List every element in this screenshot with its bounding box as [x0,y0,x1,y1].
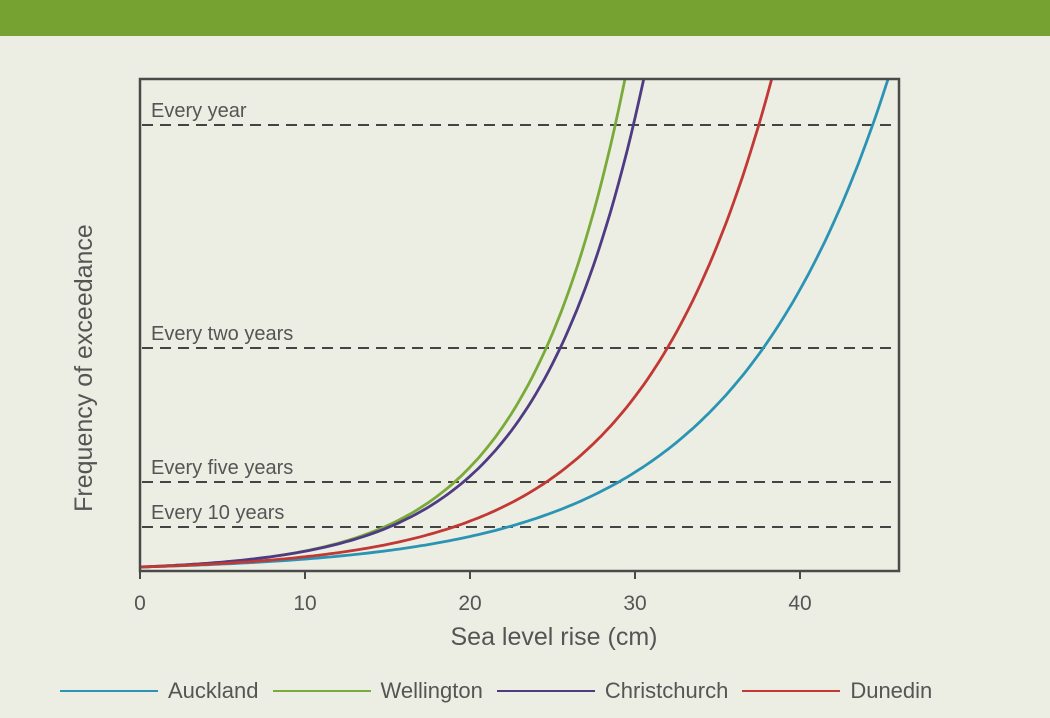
legend-swatch-christchurch [496,690,595,692]
plot-area-frame [138,77,901,573]
legend-item-christchurch: Christchurch [496,678,729,704]
legend-item-wellington: Wellington [272,678,483,704]
legend-label-christchurch: Christchurch [604,678,729,703]
legend-item-dunedin: Dunedin [742,678,932,704]
header-bar [0,0,1050,36]
legend-label-auckland: Auckland [168,678,259,703]
x-tick-label-4: 40 [788,592,811,615]
reference-line-label-0: Every year [151,100,247,122]
x-tick-label-1: 10 [293,592,316,615]
x-tick-label-2: 20 [458,592,481,615]
x-tick-label-3: 30 [623,592,646,615]
legend-swatch-wellington [272,690,371,692]
legend-label-wellington: Wellington [380,678,483,703]
legend-swatch-auckland [60,690,158,692]
legend-swatch-dunedin [742,690,841,692]
y-axis-label: Frequency of exceedance [70,224,98,512]
reference-line-label-3: Every 10 years [151,502,284,524]
reference-line-label-1: Every two years [151,323,293,345]
reference-lines: Every year Every two years Every five year… [142,100,899,528]
reference-line-label-2: Every five years [151,457,293,479]
x-tick-label-0: 0 [134,592,146,615]
series-line-dunedin [139,78,774,569]
series-lines [139,78,890,569]
legend-item-auckland: Auckland [60,678,259,704]
chart: Every year Every two years Every five year… [70,77,901,651]
x-axis-label: Sea level rise (cm) [451,623,658,651]
legend: Auckland Wellington Christchurch Dunedin [60,676,1040,706]
legend-label-dunedin: Dunedin [850,678,933,703]
x-axis-ticks: 0 10 20 30 40 [134,571,812,615]
